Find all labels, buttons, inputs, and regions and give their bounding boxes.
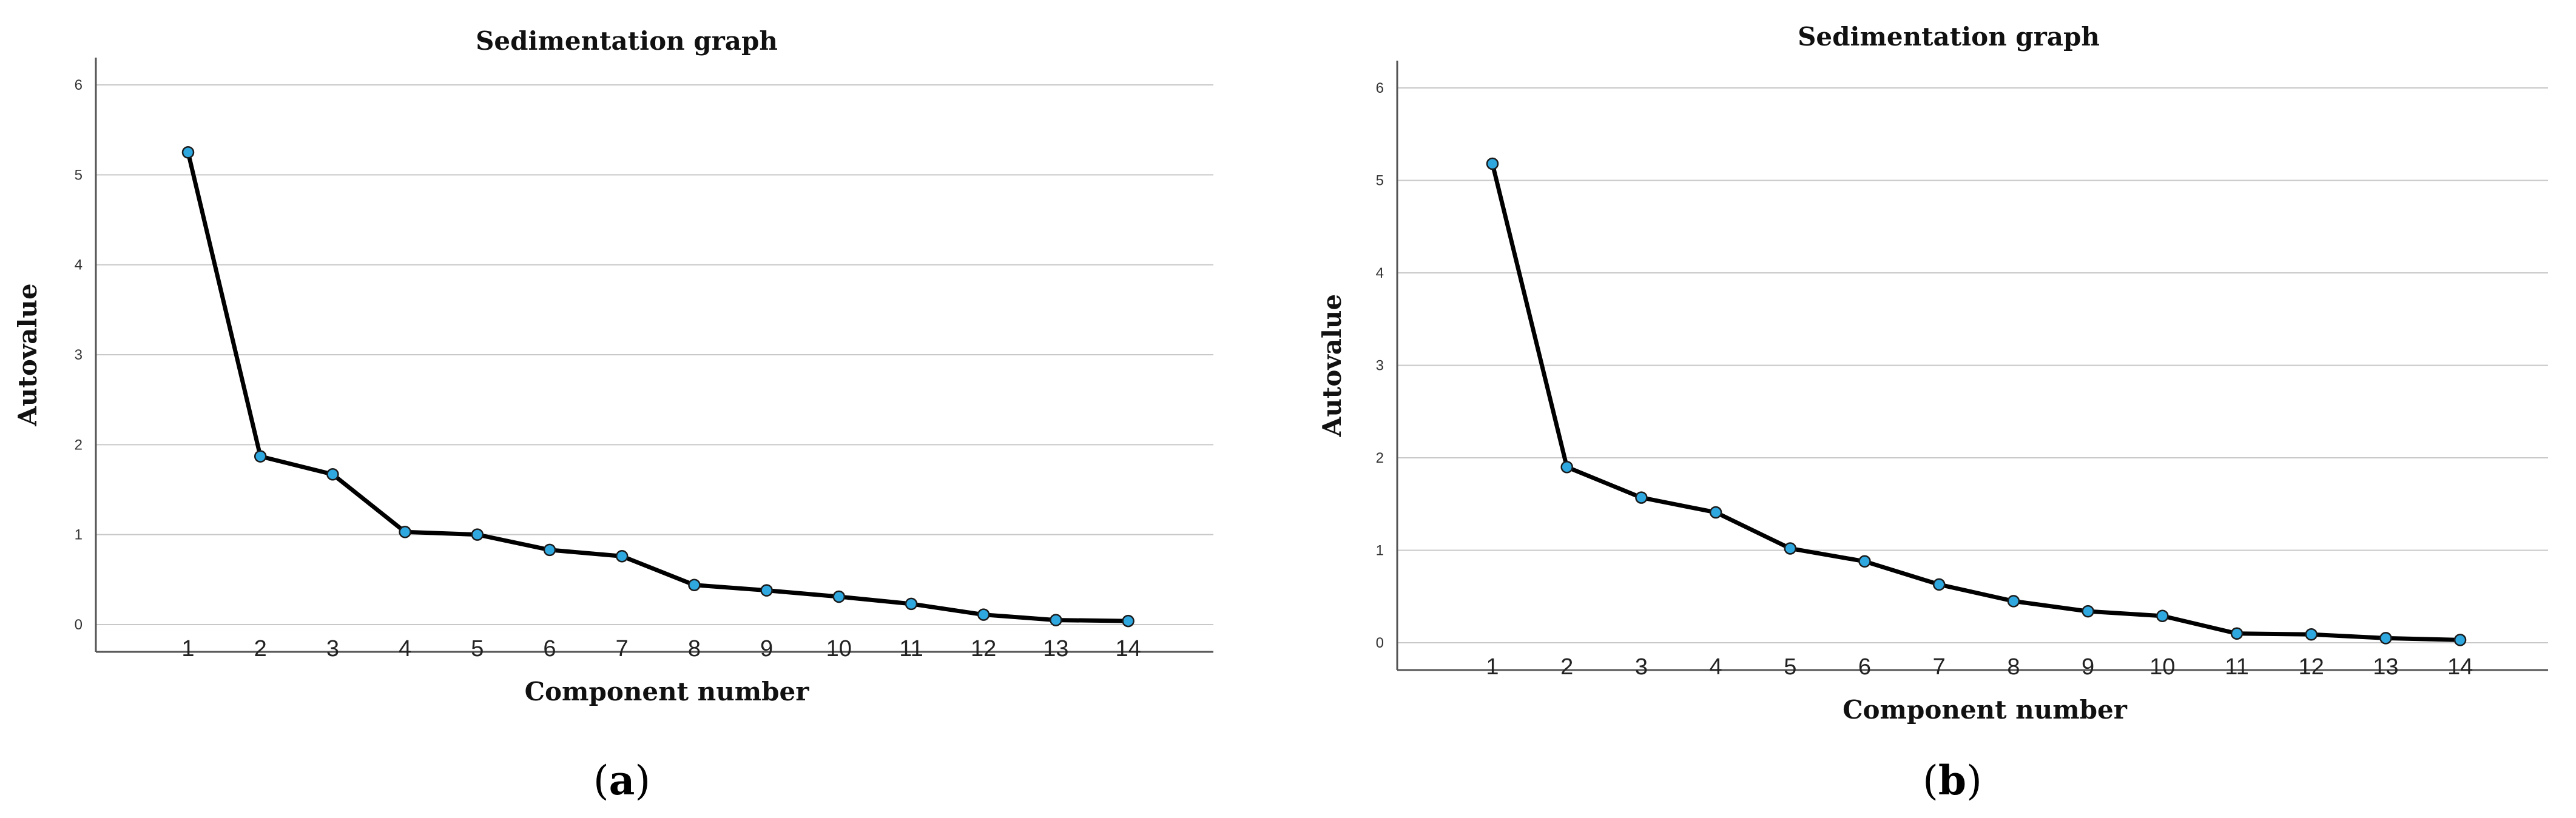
y-tick-label: 5 xyxy=(1376,173,1384,189)
y-axis-title: Autovalue xyxy=(13,283,42,426)
x-tick-label: 14 xyxy=(1115,636,1141,662)
x-tick-label: 11 xyxy=(899,636,923,662)
data-point xyxy=(399,525,411,538)
x-tick-label: 3 xyxy=(326,636,339,662)
data-point xyxy=(1122,614,1135,628)
y-tick-label: 2 xyxy=(75,437,83,453)
y-tick-label: 1 xyxy=(75,527,83,543)
data-point xyxy=(2453,634,2467,646)
series-line xyxy=(186,152,1128,623)
x-tick-label: 9 xyxy=(2082,654,2094,680)
series-line xyxy=(1490,163,2461,642)
data-point xyxy=(543,543,556,557)
y-tick-label: 6 xyxy=(75,77,83,93)
y-tick-label: 0 xyxy=(1376,635,1384,651)
y-tick-label: 1 xyxy=(1376,543,1384,559)
data-point xyxy=(977,608,990,621)
y-tick-label: 6 xyxy=(1376,80,1384,96)
data-point xyxy=(2230,627,2244,640)
data-point xyxy=(688,578,701,591)
x-tick-label: 12 xyxy=(2299,654,2324,680)
data-point xyxy=(615,550,629,563)
data-point xyxy=(1784,542,1797,555)
x-tick-label: 6 xyxy=(1858,654,1871,680)
x-tick-label: 5 xyxy=(1784,654,1796,680)
data-point xyxy=(254,450,267,463)
x-tick-label: 2 xyxy=(1560,654,1573,680)
x-tick-label: 10 xyxy=(826,636,852,662)
x-tick-label: 8 xyxy=(2007,654,2020,680)
chart-title: Sedimentation graph xyxy=(1798,22,2100,52)
data-point xyxy=(1709,506,1722,519)
y-tick-label: 0 xyxy=(75,617,83,633)
x-tick-label: 9 xyxy=(760,636,773,662)
data-point xyxy=(832,590,846,603)
x-tick-label: 14 xyxy=(2447,654,2473,680)
y-axis-title: Autovalue xyxy=(1317,294,1347,437)
x-tick-label: 1 xyxy=(181,636,194,662)
data-point xyxy=(1050,614,1062,626)
x-tick-label: 11 xyxy=(2225,654,2248,680)
data-point xyxy=(2082,605,2094,618)
data-point xyxy=(2379,632,2392,645)
data-point xyxy=(1486,157,1499,170)
data-point xyxy=(1560,461,1573,474)
data-point xyxy=(1635,491,1648,504)
data-point xyxy=(2305,628,2318,641)
x-tick-label: 7 xyxy=(616,636,629,662)
x-axis-title: Component number xyxy=(1843,695,2128,725)
panel-label-b: (b) xyxy=(1923,757,1982,804)
x-tick-label: 8 xyxy=(688,636,701,662)
data-point xyxy=(760,584,773,597)
x-tick-label: 13 xyxy=(1043,636,1068,662)
x-tick-label: 2 xyxy=(254,636,267,662)
y-tick-label: 4 xyxy=(75,257,83,273)
x-tick-label: 7 xyxy=(1933,654,1946,680)
x-tick-label: 3 xyxy=(1635,654,1648,680)
x-axis-title: Component number xyxy=(525,677,810,706)
y-tick-label: 3 xyxy=(1376,358,1384,374)
x-tick-label: 5 xyxy=(471,636,484,662)
y-tick-label: 3 xyxy=(75,347,83,363)
y-tick-label: 2 xyxy=(1376,450,1384,466)
x-tick-label: 6 xyxy=(543,636,556,662)
x-tick-label: 10 xyxy=(2149,654,2175,680)
x-tick-label: 12 xyxy=(971,636,996,662)
data-point xyxy=(181,146,195,159)
x-tick-label: 1 xyxy=(1486,654,1499,680)
data-point xyxy=(1858,555,1871,568)
x-tick-label: 4 xyxy=(399,636,411,662)
data-point xyxy=(1932,578,1946,591)
y-tick-label: 5 xyxy=(75,167,83,183)
data-point xyxy=(326,468,339,481)
y-tick-label: 4 xyxy=(1376,265,1384,281)
data-point xyxy=(905,597,918,611)
panel-label-a: (a) xyxy=(593,757,650,804)
chart-title: Sedimentation graph xyxy=(476,26,778,56)
x-tick-label: 4 xyxy=(1710,654,1722,680)
x-tick-label: 13 xyxy=(2373,654,2398,680)
data-point xyxy=(2007,595,2020,608)
data-point xyxy=(471,528,484,541)
data-point xyxy=(2156,609,2169,623)
